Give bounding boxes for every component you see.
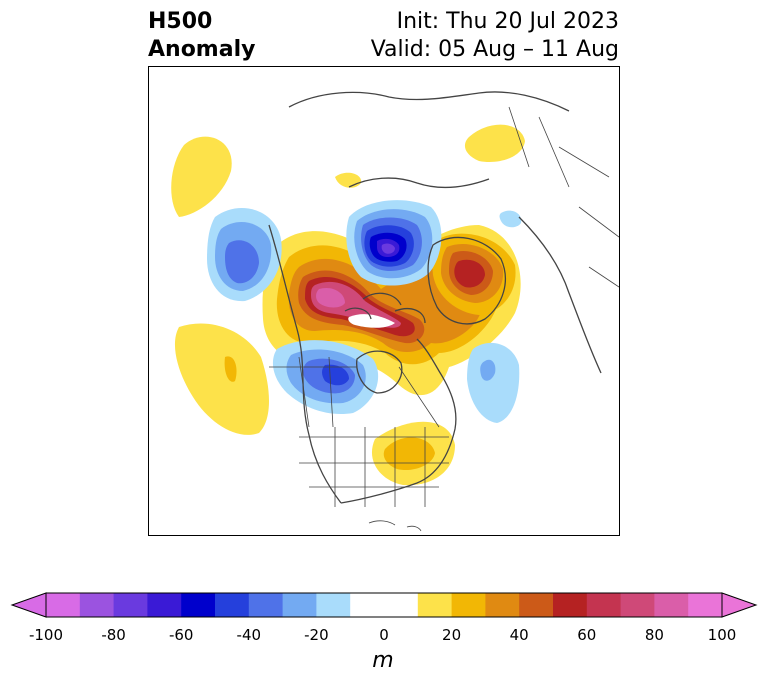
negative-anomaly-shading <box>207 200 522 423</box>
zero-anomaly-band <box>348 314 395 328</box>
colorbar-bin <box>350 593 385 617</box>
anomaly-map <box>148 66 620 536</box>
colorbar <box>10 592 758 618</box>
anomaly-blue-pacific-trough <box>225 240 259 284</box>
colorbar-bin <box>147 593 182 617</box>
colorbar-bin <box>553 593 588 617</box>
colorbar-tick-label: -60 <box>168 626 194 644</box>
colorbar-bin <box>519 593 554 617</box>
eurasia-coast <box>288 91 570 188</box>
title-field: Anomaly <box>148 37 256 62</box>
anomaly-lightblue-siberia-small <box>499 210 522 228</box>
colorbar-bin <box>620 593 655 617</box>
colorbar-bin <box>654 593 689 617</box>
colorbar-tick-label: 60 <box>577 626 597 644</box>
chart-title-left: H500 Anomaly <box>148 8 255 64</box>
greenland-coast <box>427 236 506 325</box>
colorbar-bin <box>248 593 284 617</box>
colorbar-tick-label: -20 <box>304 626 329 644</box>
anomaly-hotpink-center <box>316 287 345 308</box>
arctic-islands <box>344 292 426 324</box>
anomaly-yellow-arctic-small <box>335 172 362 188</box>
colorbar-tick-label: 0 <box>379 626 389 644</box>
colorbar-tick-label: 20 <box>442 626 462 644</box>
asia-borders <box>508 106 619 288</box>
colorbar-tick-label: 100 <box>707 626 737 644</box>
colorbar-bin <box>384 593 419 617</box>
europe-coast <box>518 216 602 374</box>
anomaly-crimson-greenland <box>454 259 485 288</box>
colorbar-bin <box>181 593 216 617</box>
colorbar-bins <box>46 593 723 617</box>
colorbar-bin <box>586 593 622 617</box>
colorbar-bin <box>417 593 453 617</box>
colorbar-bin <box>282 593 317 617</box>
colorbar-tick-label: 80 <box>644 626 664 644</box>
title-init-date: Init: Thu 20 Jul 2023 <box>396 9 619 34</box>
title-valid-range: Valid: 05 Aug – 11 Aug <box>370 37 619 62</box>
anomaly-orange-east-us <box>383 437 435 471</box>
anomaly-lightblue-atlantic <box>467 342 520 423</box>
anomaly-orange-pacific-core <box>224 356 237 382</box>
colorbar-bin <box>451 593 486 617</box>
title-variable: H500 <box>148 9 213 34</box>
colorbar-tick-label: 40 <box>509 626 529 644</box>
colorbar-extend-min-arrow <box>10 592 47 618</box>
colorbar-bin <box>113 593 148 617</box>
canada-provinces <box>269 356 440 428</box>
colorbar-bin <box>215 593 250 617</box>
anomaly-yellow-siberia <box>464 124 525 163</box>
hudson-bay-coast <box>356 350 403 394</box>
colorbar-bin <box>79 593 115 617</box>
coastlines-and-borders <box>268 91 619 532</box>
colorbar-bin <box>485 593 520 617</box>
north-america-coast <box>268 224 457 504</box>
anomaly-purple-arctic-low <box>381 243 395 254</box>
map-canvas <box>171 91 619 532</box>
anomaly-skyblue-atlantic <box>480 359 496 381</box>
colorbar-extend-max-arrow <box>721 592 758 618</box>
colorbar-bin <box>316 593 351 617</box>
anomaly-yellow-pacific-north <box>171 136 232 217</box>
anomaly-navy-canada <box>322 364 349 386</box>
strong-positive-anomaly <box>298 233 516 344</box>
colorbar-tick-label: -40 <box>236 626 262 644</box>
colorbar-tick-label: -80 <box>101 626 126 644</box>
colorbar-bin <box>46 593 81 617</box>
colorbar-units-label: m <box>372 648 394 673</box>
colorbar-outline <box>45 592 723 618</box>
us-state-lines <box>299 427 449 507</box>
colorbar-tick-label: -100 <box>28 626 64 644</box>
caribbean-islands <box>368 520 422 532</box>
anomaly-yellow-pacific-south <box>174 323 269 435</box>
colorbar-bin <box>688 593 723 617</box>
chart-title-right: Init: Thu 20 Jul 2023 Valid: 05 Aug – 11… <box>371 8 619 64</box>
